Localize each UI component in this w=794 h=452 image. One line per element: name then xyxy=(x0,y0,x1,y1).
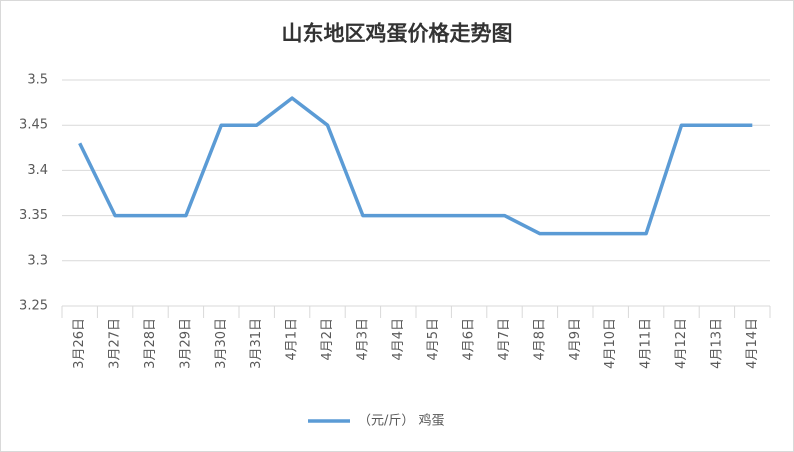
y-tick-label: 3.45 xyxy=(19,118,48,133)
x-tick-label: 4月1日 xyxy=(285,318,300,361)
line-series xyxy=(78,96,753,236)
x-tick-label: 3月30日 xyxy=(214,318,229,369)
y-tick-label: 3.3 xyxy=(27,253,48,268)
x-tick-label: 4月7日 xyxy=(497,318,512,361)
x-tick-label: 3月26日 xyxy=(72,318,87,369)
x-tick-label: 3月28日 xyxy=(143,318,158,369)
chart-title: 山东地区鸡蛋价格走势图 xyxy=(282,21,513,46)
x-tick-label: 4月6日 xyxy=(462,318,477,361)
x-tick-label: 4月2日 xyxy=(320,318,335,361)
x-tick-label: 4月3日 xyxy=(355,318,370,361)
x-tick-label: 4月5日 xyxy=(426,318,441,361)
y-tick-label: 3.25 xyxy=(19,299,48,314)
x-tick-label: 4月8日 xyxy=(532,318,547,361)
x-tick-label: 4月12日 xyxy=(674,318,689,369)
y-tick-label: 3.4 xyxy=(27,163,48,178)
x-tick-label: 4月9日 xyxy=(568,318,583,361)
x-tick-label: 4月13日 xyxy=(709,318,724,369)
y-tick-label: 3.35 xyxy=(19,208,48,223)
x-tick-label: 4月14日 xyxy=(745,318,760,369)
x-tick-label: 4月4日 xyxy=(391,318,406,361)
x-tick-label: 3月29日 xyxy=(178,318,193,369)
x-tick-label: 3月27日 xyxy=(108,318,123,369)
y-tick-label: 3.5 xyxy=(27,73,48,88)
x-tick-label: 4月11日 xyxy=(639,318,654,369)
legend-label: （元/斤） 鸡蛋 xyxy=(358,413,445,429)
x-tick-label: 4月10日 xyxy=(603,318,618,369)
x-tick-label: 3月31日 xyxy=(249,318,264,369)
